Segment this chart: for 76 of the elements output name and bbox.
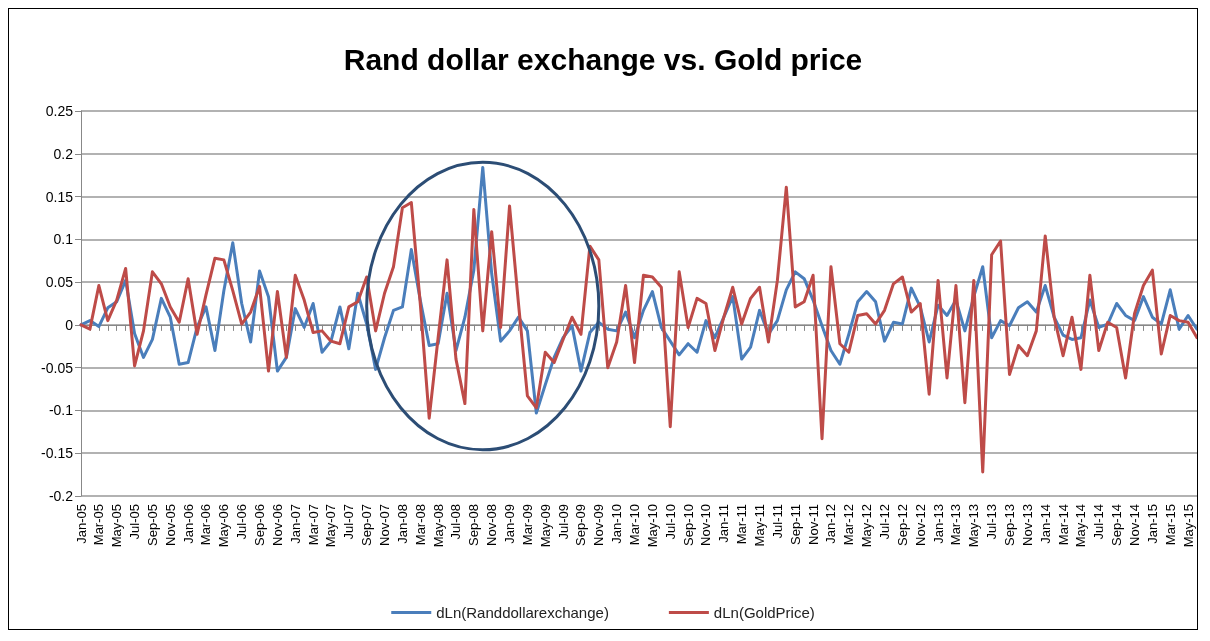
y-tick-label: 0.15 [45, 188, 74, 205]
legend-label: dLn(GoldPrice) [713, 604, 815, 621]
x-tick-label: Sep-11 [787, 504, 803, 545]
y-tick-label: 0.05 [45, 274, 74, 291]
x-tick-label: Sep-10 [680, 504, 696, 546]
x-tick-label: Nov-13 [1019, 504, 1035, 546]
x-tick-label: Mar-06 [198, 504, 214, 546]
x-tick-label: Jan-15 [1144, 504, 1160, 544]
chart-title: Rand dollar exchange vs. Gold price [343, 42, 863, 76]
x-tick-label: May-14 [1073, 504, 1089, 548]
x-tick-label: Sep-12 [894, 504, 910, 546]
x-tick-label: Jul-09 [555, 504, 571, 540]
y-tick-label: -0.05 [41, 359, 74, 376]
x-tick-label: Jul-06 [234, 504, 250, 540]
x-tick-label: Nov-08 [484, 504, 500, 546]
x-tick-label: Jul-14 [1091, 504, 1107, 540]
x-tick-label: Jul-11 [769, 504, 785, 539]
x-tick-label: May-05 [109, 504, 125, 548]
x-tick-label: Mar-09 [519, 504, 535, 546]
x-tick-label: Jan-12 [823, 504, 839, 544]
y-tick-label: -0.1 [48, 402, 74, 419]
x-tick-label: May-09 [537, 504, 553, 548]
x-tick-label: Jan-07 [287, 504, 303, 544]
x-tick-label: Sep-13 [1002, 504, 1018, 546]
x-tick-label: May-06 [216, 504, 232, 548]
x-tick-label: Jan-13 [930, 504, 946, 544]
x-tick-label: Nov-05 [162, 504, 178, 546]
x-tick-label: Jul-10 [662, 504, 678, 540]
x-tick-label: Jan-05 [73, 504, 89, 544]
x-tick-label: Jul-07 [341, 504, 357, 540]
x-tick-label: Jan-10 [609, 504, 625, 544]
x-tick-label: Jan-09 [502, 504, 518, 544]
x-tick-label: Sep-07 [359, 504, 375, 546]
x-tick-label: Mar-14 [1055, 504, 1071, 546]
x-tick-label: Nov-12 [912, 504, 928, 546]
x-tick-label: Sep-06 [252, 504, 268, 546]
x-tick-label: Mar-13 [948, 504, 964, 546]
x-tick-label: May-11 [752, 504, 768, 547]
x-tick-label: Jan-06 [180, 504, 196, 544]
y-tick-label: 0.25 [45, 103, 74, 119]
x-tick-label: May-08 [430, 504, 446, 548]
x-tick-label: Nov-11 [805, 504, 821, 545]
x-tick-label: May-12 [859, 504, 875, 548]
x-tick-label: Nov-07 [377, 504, 393, 546]
x-tick-label: Sep-05 [144, 504, 160, 546]
y-tick-label: -0.2 [48, 488, 74, 504]
y-tick-label: 0 [65, 316, 74, 333]
x-tick-label: May-15 [1180, 504, 1196, 548]
y-tick-label: 0.1 [53, 231, 74, 248]
y-tick-label: -0.15 [41, 445, 74, 462]
x-tick-label: Nov-06 [269, 504, 285, 546]
x-tick-label: May-07 [323, 504, 339, 548]
x-tick-label: Mar-15 [1162, 504, 1178, 546]
x-tick-label: Sep-09 [573, 504, 589, 546]
x-tick-label: Mar-10 [627, 504, 643, 546]
x-tick-label: May-13 [966, 504, 982, 548]
x-tick-label: Mar-12 [841, 504, 857, 546]
y-tick-label: 0.2 [53, 145, 74, 162]
legend-label: dLn(Randdollarexchange) [436, 604, 609, 621]
x-tick-label: Jul-13 [984, 504, 1000, 540]
x-tick-label: Jul-05 [127, 504, 143, 540]
x-tick-label: Jan-11 [716, 504, 732, 543]
x-tick-label: May-10 [644, 504, 660, 548]
x-tick-label: Jan-08 [394, 504, 410, 544]
x-tick-label: Sep-08 [466, 504, 482, 546]
x-tick-label: Jul-08 [448, 504, 464, 540]
x-tick-label: Mar-08 [412, 504, 428, 546]
x-tick-label: Mar-07 [305, 504, 321, 546]
x-tick-label: Mar-11 [734, 504, 750, 545]
x-tick-label: Jul-12 [877, 504, 893, 540]
x-tick-label: Mar-05 [91, 504, 107, 546]
x-tick-label: Nov-09 [591, 504, 607, 546]
x-tick-label: Nov-14 [1127, 504, 1142, 546]
x-tick-label: Jan-14 [1037, 504, 1053, 544]
x-tick-label: Sep-14 [1109, 504, 1125, 546]
x-tick-label: Nov-10 [698, 504, 714, 546]
